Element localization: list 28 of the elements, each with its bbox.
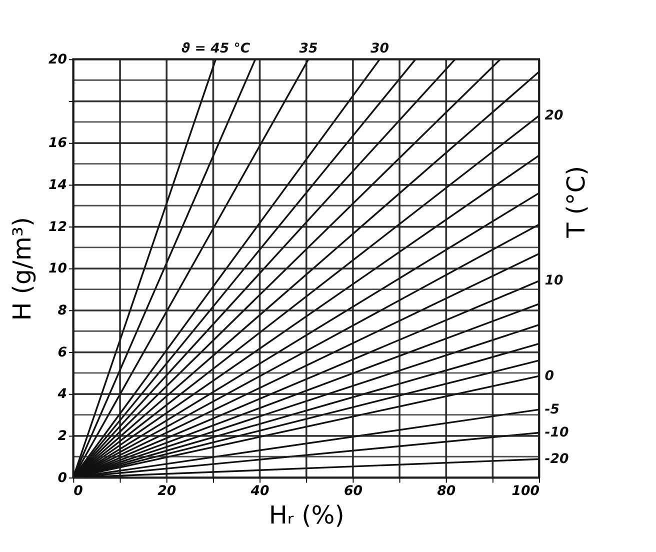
series-label: -20	[544, 452, 569, 467]
series-label: 30	[370, 42, 389, 57]
x-tick-label: 60	[344, 484, 362, 500]
series-label: 20	[544, 108, 564, 124]
y-tick-label: 2	[58, 428, 68, 444]
series-label: -5	[544, 402, 560, 418]
x-tick-label: 80	[437, 484, 456, 500]
y-axis-title: H (g/m³)	[7, 217, 36, 321]
y-tick-label: 0	[58, 470, 68, 486]
x-tick-label: 100	[512, 484, 540, 500]
y-tick-label: 20	[48, 52, 68, 68]
y2-axis-title: T (°C)	[562, 166, 591, 239]
x-tick-label: 40	[250, 484, 270, 500]
y-tick-label: 8	[58, 303, 68, 318]
y-tick-label: 14	[48, 178, 68, 193]
y-tick-label: 12	[48, 220, 68, 235]
series-label: -10	[544, 426, 569, 441]
y-tick-label: 10	[48, 262, 68, 277]
y-tick-label: 4	[56, 387, 68, 402]
series-label: ϑ = 45 °C	[181, 42, 250, 57]
x-axis-title: Hᵣ (%)	[268, 500, 344, 530]
y-tick-label: 16	[48, 136, 68, 152]
x-tick-label: 0	[74, 484, 83, 500]
series-label: 35	[299, 42, 318, 57]
x-tick-label: 20	[158, 484, 176, 500]
y-tick-label: 6	[58, 345, 68, 360]
series-label: 10	[544, 274, 564, 289]
series-label: 0	[544, 368, 554, 384]
